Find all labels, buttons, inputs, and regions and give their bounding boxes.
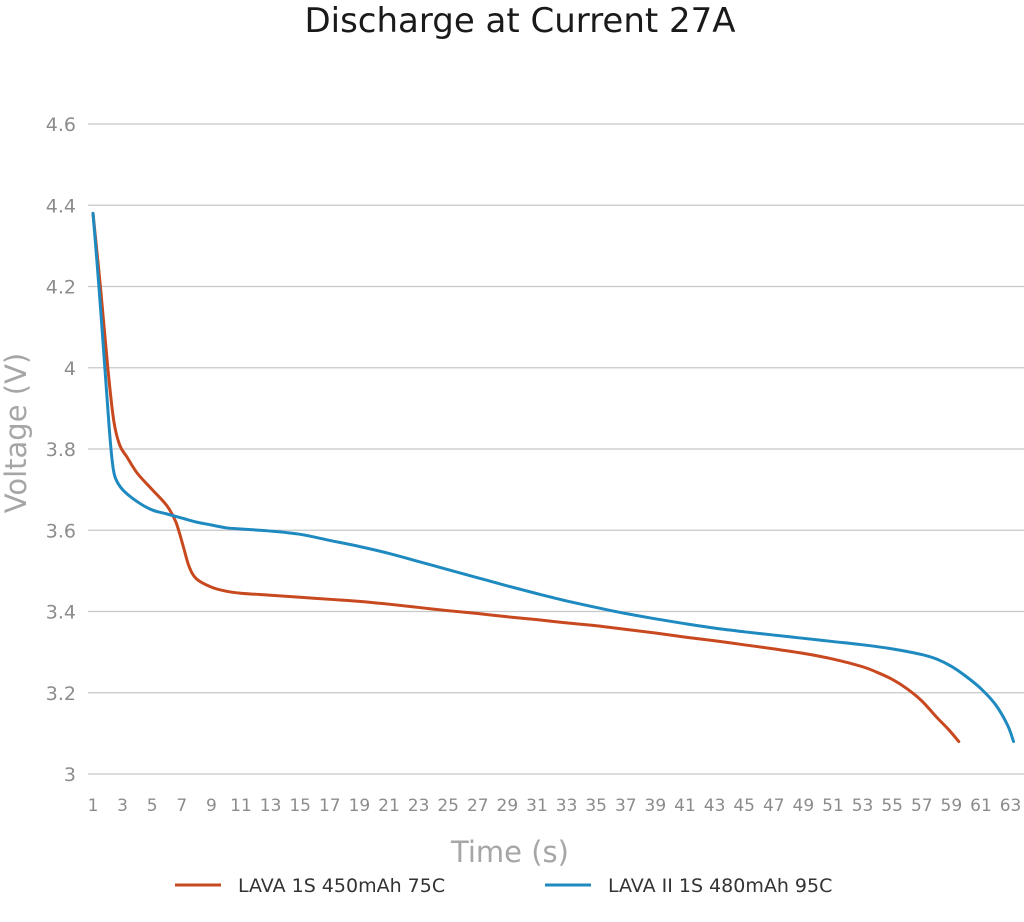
x-tick-label: 51 — [822, 796, 844, 816]
x-tick-labels: 1 3 5 7 9 11 13 15 17 19 21 23 25 27 29 31 33 35 37 39 41 43 4… — [88, 796, 1022, 816]
x-axis-label: Time (s) — [450, 835, 569, 869]
y-tick-label: 4 — [64, 358, 76, 380]
x-tick-label: 59 — [941, 796, 963, 816]
x-tick-label: 25 — [437, 796, 459, 816]
x-tick-label: 61 — [970, 796, 992, 816]
y-tick-label: 4.6 — [46, 114, 76, 136]
x-tick-label: 53 — [852, 796, 874, 816]
x-tick-label: 1 — [88, 796, 99, 816]
chart-title: Discharge at Current 27A — [304, 1, 735, 41]
x-tick-label: 13 — [260, 796, 282, 816]
y-tick-label: 3.8 — [46, 439, 76, 461]
y-tick-label: 3 — [64, 764, 76, 786]
y-tick-label: 4.4 — [46, 195, 76, 217]
x-tick-label: 3 — [117, 796, 128, 816]
y-tick-label: 3.2 — [46, 683, 76, 705]
x-tick-label: 9 — [206, 796, 217, 816]
legend: LAVA 1S 450mAh 75C LAVA II 1S 480mAh 95C — [175, 875, 832, 897]
x-tick-label: 55 — [881, 796, 903, 816]
x-tick-label: 19 — [349, 796, 371, 816]
y-axis-label: Voltage (V) — [0, 353, 33, 513]
x-tick-label: 57 — [911, 796, 933, 816]
x-tick-label: 27 — [467, 796, 489, 816]
y-tick-label: 3.4 — [46, 602, 76, 624]
legend-label: LAVA II 1S 480mAh 95C — [608, 875, 832, 897]
x-tick-label: 11 — [230, 796, 252, 816]
x-tick-label: 39 — [645, 796, 667, 816]
x-tick-label: 37 — [615, 796, 637, 816]
x-tick-label: 21 — [378, 796, 400, 816]
x-tick-label: 43 — [704, 796, 726, 816]
x-tick-label: 47 — [763, 796, 785, 816]
x-tick-label: 49 — [793, 796, 815, 816]
x-tick-label: 23 — [408, 796, 430, 816]
x-tick-label: 33 — [556, 796, 578, 816]
series-line-2 — [91, 211, 1016, 743]
x-tick-label: 7 — [176, 796, 187, 816]
x-tick-label: 45 — [733, 796, 755, 816]
x-tick-label: 29 — [497, 796, 519, 816]
y-tick-labels: 3 3.2 3.4 3.6 3.8 4 4.2 4.4 4.6 — [46, 114, 76, 786]
legend-label: LAVA 1S 450mAh 75C — [238, 875, 445, 897]
x-tick-label: 31 — [526, 796, 548, 816]
x-tick-label: 63 — [1000, 796, 1022, 816]
y-tick-label: 4.2 — [46, 277, 76, 299]
series-lines — [91, 211, 1016, 743]
x-tick-label: 41 — [674, 796, 696, 816]
y-tick-label: 3.6 — [46, 520, 76, 542]
x-tick-label: 15 — [289, 796, 311, 816]
x-tick-label: 35 — [585, 796, 607, 816]
x-tick-label: 5 — [147, 796, 158, 816]
series-line-1 — [91, 211, 961, 743]
x-tick-label: 17 — [319, 796, 341, 816]
